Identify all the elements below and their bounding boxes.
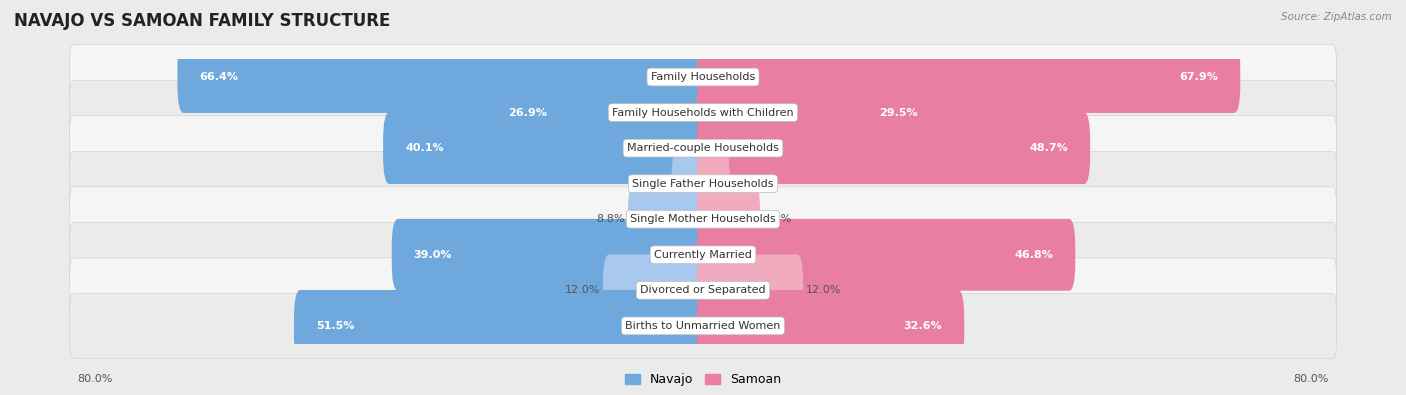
FancyBboxPatch shape bbox=[69, 80, 1337, 145]
Text: 26.9%: 26.9% bbox=[508, 107, 547, 118]
Text: 48.7%: 48.7% bbox=[1029, 143, 1069, 153]
Text: Divorced or Separated: Divorced or Separated bbox=[640, 285, 766, 295]
FancyBboxPatch shape bbox=[486, 77, 709, 149]
Text: Family Households: Family Households bbox=[651, 72, 755, 82]
Text: Source: ZipAtlas.com: Source: ZipAtlas.com bbox=[1281, 12, 1392, 22]
FancyBboxPatch shape bbox=[697, 254, 803, 326]
Text: 8.8%: 8.8% bbox=[596, 214, 624, 224]
Text: Births to Unmarried Women: Births to Unmarried Women bbox=[626, 321, 780, 331]
Text: Family Households with Children: Family Households with Children bbox=[612, 107, 794, 118]
FancyBboxPatch shape bbox=[697, 290, 965, 362]
FancyBboxPatch shape bbox=[69, 222, 1337, 287]
FancyBboxPatch shape bbox=[69, 151, 1337, 216]
Text: 67.9%: 67.9% bbox=[1180, 72, 1219, 82]
Text: 29.5%: 29.5% bbox=[879, 107, 918, 118]
Text: 39.0%: 39.0% bbox=[413, 250, 453, 260]
Text: 12.0%: 12.0% bbox=[806, 285, 842, 295]
FancyBboxPatch shape bbox=[69, 187, 1337, 252]
FancyBboxPatch shape bbox=[628, 183, 709, 255]
Text: Married-couple Households: Married-couple Households bbox=[627, 143, 779, 153]
FancyBboxPatch shape bbox=[382, 112, 709, 184]
Text: 12.0%: 12.0% bbox=[564, 285, 600, 295]
Text: 80.0%: 80.0% bbox=[1294, 374, 1329, 384]
FancyBboxPatch shape bbox=[69, 116, 1337, 181]
Text: 2.6%: 2.6% bbox=[733, 179, 761, 189]
FancyBboxPatch shape bbox=[69, 258, 1337, 323]
Text: 46.8%: 46.8% bbox=[1015, 250, 1053, 260]
Text: Currently Married: Currently Married bbox=[654, 250, 752, 260]
FancyBboxPatch shape bbox=[697, 183, 761, 255]
Text: 66.4%: 66.4% bbox=[200, 72, 239, 82]
FancyBboxPatch shape bbox=[672, 148, 709, 220]
Text: 3.2%: 3.2% bbox=[640, 179, 669, 189]
Text: Single Mother Households: Single Mother Households bbox=[630, 214, 776, 224]
Text: NAVAJO VS SAMOAN FAMILY STRUCTURE: NAVAJO VS SAMOAN FAMILY STRUCTURE bbox=[14, 12, 391, 30]
FancyBboxPatch shape bbox=[697, 219, 1076, 291]
Text: 80.0%: 80.0% bbox=[77, 374, 112, 384]
FancyBboxPatch shape bbox=[697, 77, 941, 149]
Text: Single Father Households: Single Father Households bbox=[633, 179, 773, 189]
FancyBboxPatch shape bbox=[697, 148, 730, 220]
FancyBboxPatch shape bbox=[69, 293, 1337, 358]
FancyBboxPatch shape bbox=[69, 45, 1337, 109]
Legend: Navajo, Samoan: Navajo, Samoan bbox=[621, 371, 785, 389]
FancyBboxPatch shape bbox=[294, 290, 709, 362]
Text: 6.5%: 6.5% bbox=[763, 214, 792, 224]
Text: 40.1%: 40.1% bbox=[405, 143, 444, 153]
FancyBboxPatch shape bbox=[177, 41, 709, 113]
FancyBboxPatch shape bbox=[603, 254, 709, 326]
Text: 32.6%: 32.6% bbox=[904, 321, 942, 331]
FancyBboxPatch shape bbox=[697, 112, 1090, 184]
Text: 51.5%: 51.5% bbox=[316, 321, 354, 331]
FancyBboxPatch shape bbox=[392, 219, 709, 291]
FancyBboxPatch shape bbox=[697, 41, 1240, 113]
